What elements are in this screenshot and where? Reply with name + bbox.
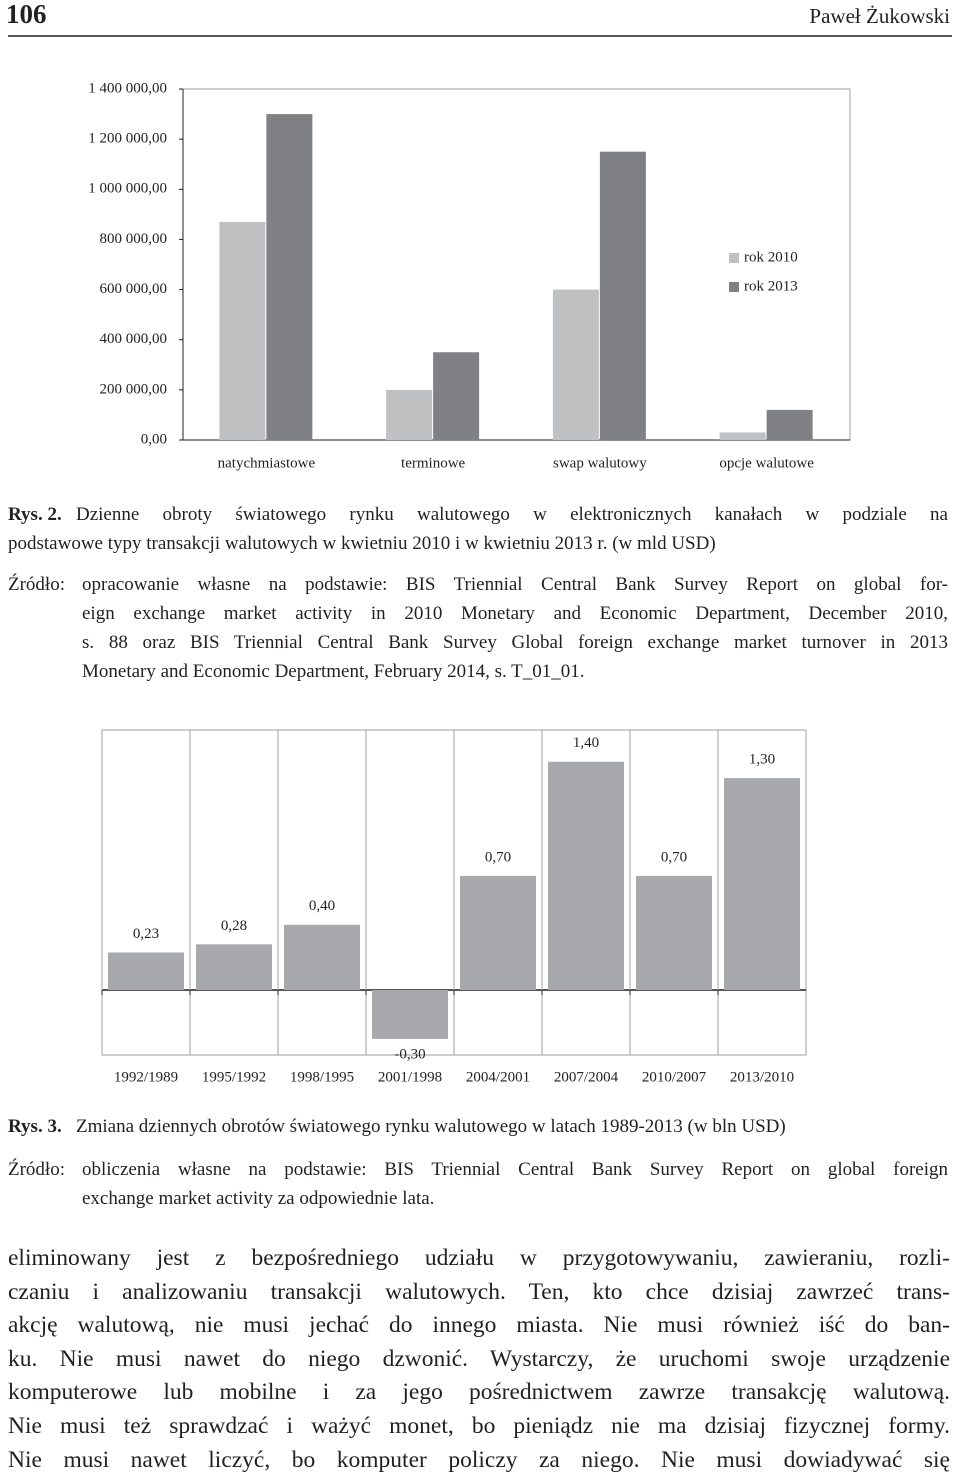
bar: [636, 875, 712, 990]
y-tick-label: 400 000,00: [100, 331, 168, 347]
legend-swatch: [729, 282, 739, 292]
value-label: 1,40: [573, 735, 599, 751]
bar: [548, 761, 624, 990]
page-number: 106: [6, 0, 47, 29]
bar: [719, 432, 766, 440]
x-tick-label: opcje walutowe: [719, 455, 814, 471]
x-tick-label: swap walutowy: [553, 455, 647, 471]
y-tick-label: 0,00: [141, 431, 167, 447]
body-line: komputerowe lub mobilne i za jego pośred…: [8, 1379, 950, 1406]
value-label: 0,70: [485, 849, 511, 865]
y-tick-label: 1 400 000,00: [88, 80, 167, 96]
x-tick-label: 1998/1995: [290, 1069, 354, 1085]
source-line: opracowanie własne na podstawie: BIS Tri…: [82, 574, 948, 595]
value-label: 1,30: [749, 752, 775, 768]
body-line: czaniu i analizowaniu transakcji walutow…: [8, 1278, 950, 1305]
source-label: Źródło:: [8, 1159, 65, 1180]
bar: [284, 924, 360, 990]
y-tick-label: 600 000,00: [100, 281, 168, 297]
x-tick-label: 1995/1992: [202, 1069, 266, 1085]
bar: [196, 944, 272, 990]
bar: [599, 151, 646, 440]
figure-caption: podstawowe typy transakcji walutowych w …: [8, 533, 716, 554]
source-line: eign exchange market activity in 2010 Mo…: [82, 603, 948, 624]
source-label: Źródło:: [8, 574, 65, 595]
body-line: Nie musi nawet liczyć, bo komputer polic…: [8, 1446, 950, 1473]
figure-label: Rys. 3.: [8, 1116, 62, 1137]
x-tick-label: 2013/2010: [730, 1069, 794, 1085]
legend-label: rok 2013: [744, 278, 798, 294]
bar: [386, 389, 433, 440]
y-tick-label: 1 200 000,00: [88, 131, 167, 147]
bar: [766, 409, 813, 440]
x-tick-label: 2010/2007: [642, 1069, 707, 1085]
body-line: akcję walutową, nie musi jechać do inneg…: [8, 1312, 950, 1339]
bar: [372, 990, 448, 1039]
source-line: exchange market activity za odpowiednie …: [82, 1188, 435, 1209]
body-line: ku. Nie musi nawet do niego dzwonić. Wys…: [8, 1345, 950, 1372]
source-line: obliczenia własne na podstawie: BIS Trie…: [82, 1159, 948, 1180]
value-label: 0,40: [309, 898, 335, 914]
x-tick-label: 2007/2004: [554, 1069, 619, 1085]
source-line: Monetary and Economic Department, Februa…: [82, 661, 585, 682]
bar: [219, 221, 266, 440]
bar: [433, 352, 480, 440]
value-label: -0,30: [394, 1046, 425, 1062]
bar: [552, 289, 599, 440]
body-line: Nie musi też sprawdzać i ważyć monet, bo…: [8, 1413, 950, 1439]
value-label: 0,28: [221, 918, 247, 934]
figure-label: Rys. 2.: [8, 504, 62, 525]
x-tick-label: 1992/1989: [114, 1069, 178, 1085]
legend-swatch: [729, 253, 739, 263]
source-line: s. 88 oraz BIS Triennial Central Bank Su…: [82, 632, 948, 653]
bar: [460, 875, 536, 990]
bar: [724, 778, 800, 990]
x-tick-label: natychmiastowe: [218, 455, 316, 471]
y-tick-label: 200 000,00: [100, 381, 168, 397]
author: Paweł Żukowski: [809, 4, 950, 28]
x-tick-label: terminowe: [401, 455, 465, 471]
value-label: 0,23: [133, 926, 159, 942]
body-line: eliminowany jest z bezpośredniego udział…: [8, 1245, 950, 1271]
x-tick-label: 2001/1998: [378, 1069, 442, 1085]
y-tick-label: 800 000,00: [100, 231, 168, 247]
figure-caption: Dzienne obroty światowego rynku walutowe…: [76, 504, 948, 525]
bar: [266, 114, 313, 441]
bar: [108, 952, 184, 990]
figure-caption: Zmiana dziennych obrotów światowego rynk…: [76, 1116, 786, 1137]
value-label: 0,70: [661, 849, 687, 865]
legend-label: rok 2010: [744, 249, 798, 265]
y-tick-label: 1 000 000,00: [88, 181, 167, 197]
x-tick-label: 2004/2001: [466, 1069, 530, 1085]
